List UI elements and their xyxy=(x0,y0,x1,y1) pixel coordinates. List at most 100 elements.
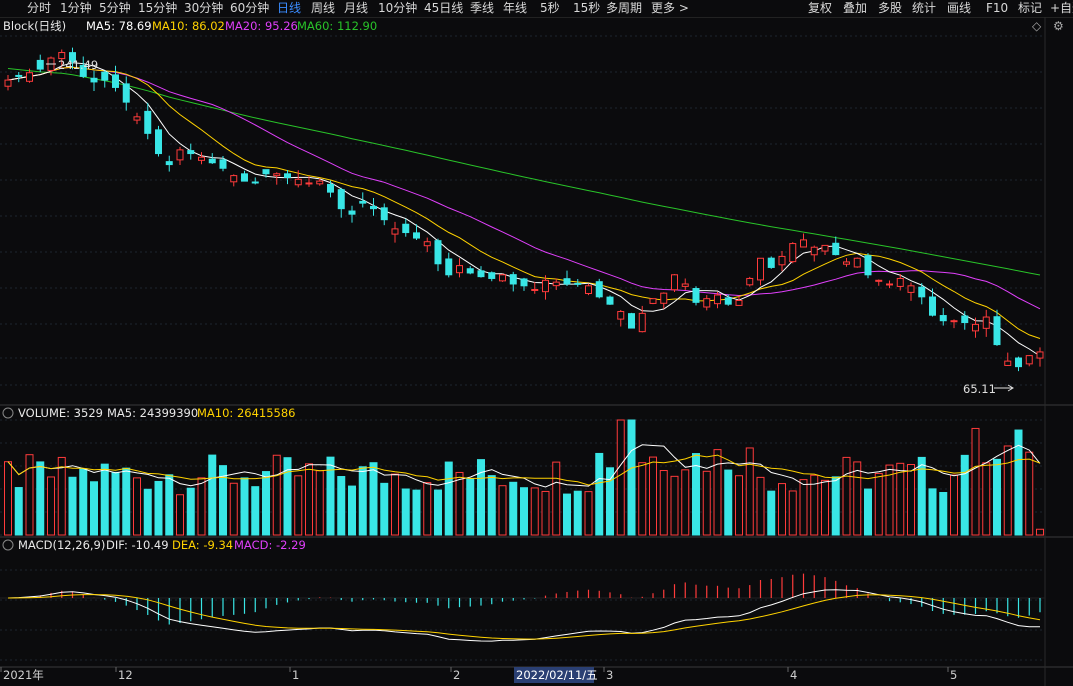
volume-bar xyxy=(305,463,313,536)
volume-bar xyxy=(563,493,571,536)
period-tab-4[interactable]: 30分钟 xyxy=(184,1,224,15)
candle-body xyxy=(735,300,743,306)
candle-body xyxy=(800,239,807,248)
volume-bar xyxy=(960,454,969,536)
low-arrow-head xyxy=(1007,384,1014,392)
tool-6[interactable]: 标记 xyxy=(1018,1,1043,15)
candle-body xyxy=(26,72,33,82)
candle-body xyxy=(251,181,259,184)
volume-bar xyxy=(90,481,98,536)
volume-bar xyxy=(391,473,399,536)
candle-body xyxy=(778,255,786,266)
tool-7[interactable]: +自选 xyxy=(1050,1,1073,15)
tool-4[interactable]: 画线 xyxy=(947,1,972,15)
candle-body xyxy=(434,240,442,265)
period-tab-9[interactable]: 10分钟 xyxy=(378,1,418,15)
volume-title: VOLUME: 3529 xyxy=(18,406,103,420)
period-tab-11[interactable]: 季线 xyxy=(470,1,495,15)
tool-5[interactable]: F10 xyxy=(986,1,1009,15)
volume-bar xyxy=(262,471,270,536)
candle-body xyxy=(574,282,582,285)
diamond-icon: ◇ xyxy=(1032,19,1042,33)
candle-body xyxy=(284,173,291,178)
volume-bar xyxy=(713,449,722,536)
candle-body xyxy=(595,281,603,298)
volume-bar xyxy=(208,454,217,536)
volume-bar xyxy=(993,458,1001,536)
candle-body xyxy=(821,244,829,252)
candle-body xyxy=(724,297,732,305)
volume-bar xyxy=(79,468,88,536)
period-tab-8[interactable]: 月线 xyxy=(344,1,369,15)
candle-body xyxy=(864,255,872,276)
volume-bar xyxy=(971,427,980,536)
volume-bar xyxy=(57,456,66,536)
candle-body xyxy=(198,156,205,161)
macd-dea: DEA: -9.34 xyxy=(172,538,233,552)
candle-body xyxy=(413,232,420,239)
candle-body xyxy=(79,64,87,77)
candle-body xyxy=(155,129,162,155)
candle-body xyxy=(703,298,711,308)
volume-bar xyxy=(509,481,518,536)
x-axis-label: 3 xyxy=(606,668,613,682)
volume-bar xyxy=(348,485,356,536)
tool-0[interactable]: 复权 xyxy=(808,1,833,15)
legend-ma10: MA10: 86.02 xyxy=(152,19,225,33)
period-tab-14[interactable]: 15秒 xyxy=(573,1,601,15)
candle-body xyxy=(950,320,958,323)
candle-body xyxy=(208,158,216,164)
period-tab-6[interactable]: 日线 xyxy=(277,1,302,15)
volume-bar xyxy=(864,488,872,536)
volume-bar xyxy=(853,461,862,536)
volume-bar xyxy=(659,470,668,536)
high-price-label: 241.49 xyxy=(58,58,98,72)
candle-body xyxy=(122,83,130,103)
volume-bar xyxy=(907,464,915,536)
period-tab-12[interactable]: 年线 xyxy=(503,1,528,15)
period-tab-2[interactable]: 5分钟 xyxy=(99,1,131,15)
volume-bar xyxy=(917,456,926,536)
candle-body xyxy=(316,180,324,185)
tool-2[interactable]: 多股 xyxy=(878,1,903,15)
candle-body xyxy=(617,311,625,320)
volume-bar xyxy=(616,419,625,536)
volume-bar xyxy=(36,461,45,536)
volume-bar xyxy=(176,494,184,536)
candle-body xyxy=(509,274,517,285)
candle-body xyxy=(563,278,571,285)
volume-bar xyxy=(520,487,528,536)
volume-bar xyxy=(756,476,765,536)
x-axis-label: 4 xyxy=(790,668,797,682)
candle-body xyxy=(681,283,689,287)
tool-1[interactable]: 叠加 xyxy=(843,1,868,15)
period-tab-7[interactable]: 周线 xyxy=(311,1,336,15)
volume-bar xyxy=(272,454,281,536)
cursor-date-box xyxy=(514,667,594,683)
candle-body xyxy=(961,315,969,324)
candle-body xyxy=(423,241,431,247)
candle-body xyxy=(843,261,850,265)
period-tab-3[interactable]: 15分钟 xyxy=(138,1,178,15)
volume-bar xyxy=(68,476,77,536)
period-tab-10[interactable]: 45日线 xyxy=(424,1,464,15)
period-tab-5[interactable]: 60分钟 xyxy=(230,1,270,15)
period-tab-15[interactable]: 多周期 xyxy=(606,1,643,15)
period-tab-0[interactable]: 分时 xyxy=(27,1,52,15)
tool-3[interactable]: 统计 xyxy=(912,1,937,15)
volume-bar xyxy=(326,456,335,536)
volume-bar xyxy=(939,492,948,536)
period-tab-16[interactable]: 更多 > xyxy=(651,1,689,15)
candle-body xyxy=(456,265,463,274)
volume-bar xyxy=(778,483,786,536)
volume-bar xyxy=(595,452,604,536)
candle-body xyxy=(767,257,775,268)
period-tab-1[interactable]: 1分钟 xyxy=(60,1,92,15)
period-tab-13[interactable]: 5秒 xyxy=(540,1,560,15)
volume-bar xyxy=(369,462,378,536)
candle-body xyxy=(112,74,119,88)
candle-body xyxy=(886,283,893,286)
candle-body xyxy=(241,173,248,182)
volume-bar xyxy=(358,466,367,536)
